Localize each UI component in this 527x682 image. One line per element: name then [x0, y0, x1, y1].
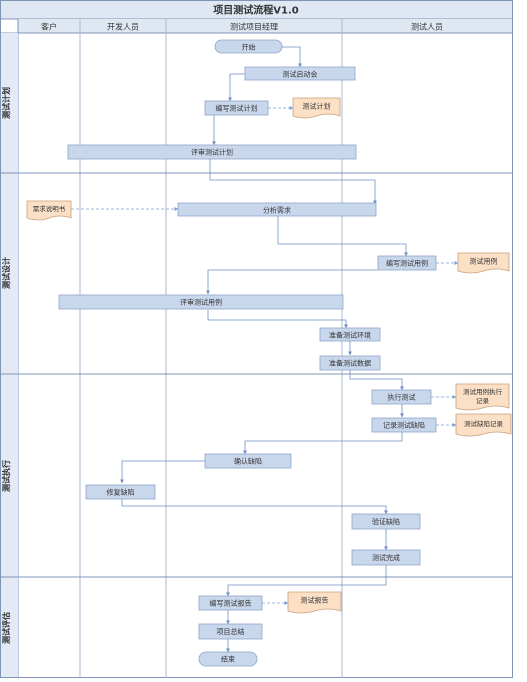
- requirements-document: 需求说明书: [26, 200, 72, 221]
- requirements-document-label: 需求说明书: [33, 204, 66, 213]
- connector-review-prepenv: [207, 310, 348, 329]
- write-cases-node: 编写测试用例: [377, 255, 437, 271]
- cases-document-label: 测试用例: [470, 257, 498, 266]
- connector-start-kickoff: [282, 46, 302, 68]
- test-complete-label: 测试完成: [372, 553, 400, 562]
- write-cases-label: 编写测试用例: [386, 259, 428, 268]
- fix-defects-label: 修复缺陷: [107, 488, 135, 497]
- plan-document: 测试计划: [292, 97, 341, 119]
- write-report-node: 编写测试报告: [198, 595, 263, 611]
- write-plan-label: 编写测试计划: [216, 104, 258, 113]
- verify-defects-label: 验证缺陷: [372, 517, 400, 526]
- plan-document-label: 测试计划: [303, 102, 331, 111]
- prepare-env-node: 准备测试环境: [319, 327, 381, 342]
- analyze-requirements-label: 分析需求: [263, 206, 291, 215]
- column-header-client: 客户: [41, 22, 57, 32]
- write-report-label: 编写测试报告: [210, 599, 252, 608]
- review-cases-node: 评审测试用例: [58, 294, 344, 310]
- record-defects-label: 记录测试缺陷: [383, 421, 425, 430]
- prepare-data-label: 准备测试数据: [329, 359, 371, 368]
- analyze-requirements-node: 分析需求: [177, 202, 377, 217]
- kickoff-label: 测试启动会: [283, 70, 318, 79]
- cases-document: 测试用例: [457, 252, 510, 274]
- execute-test-label: 执行测试: [388, 393, 416, 402]
- phase-label-design: 测试设计: [1, 257, 11, 289]
- connector-confirm-fix: [120, 460, 205, 484]
- write-plan-node: 编写测试计划: [204, 100, 269, 116]
- diagram-title: 项目测试流程V1.0: [213, 4, 298, 17]
- project-summary-node: 项目总结: [198, 623, 263, 640]
- verify-defects-node: 验证缺陷: [351, 513, 421, 530]
- document-connectors: [71, 106, 459, 605]
- phase-label-column: [1, 33, 18, 677]
- phase-label-plan: 测试计划: [1, 87, 11, 119]
- confirm-defects-node: 确认缺陷: [204, 453, 292, 469]
- connector-fix-verify: [121, 499, 388, 515]
- connector-kickoff-writeplan: [228, 73, 245, 102]
- connectors: [120, 46, 408, 653]
- confirm-defects-label: 确认缺陷: [234, 457, 262, 466]
- execution-record-label-line1: 测试用例执行: [463, 387, 503, 396]
- title-bar: [1, 1, 512, 19]
- defect-record-label: 测试缺陷记录: [464, 419, 504, 428]
- connector-done-writereport: [226, 565, 387, 597]
- column-header-developer: 开发人员: [107, 22, 139, 32]
- connector-record-confirm: [243, 432, 403, 455]
- fix-defects-node: 修复缺陷: [85, 484, 156, 500]
- report-document: 测试报告: [287, 591, 342, 614]
- column-header-test-manager: 测试项目经理: [230, 22, 278, 32]
- report-document-label: 测试报告: [301, 596, 329, 605]
- column-header-tester: 测试人员: [411, 22, 443, 32]
- phase-label-execution: 测试执行: [1, 460, 11, 492]
- connector-review-analyze: [209, 159, 377, 205]
- connector-analyze-writecases: [277, 216, 408, 257]
- connector-writecases-reviewcases: [206, 269, 378, 295]
- prepare-env-label: 准备测试环境: [329, 331, 371, 340]
- prepare-data-node: 准备测试数据: [319, 355, 381, 371]
- execution-record-label-line2: 记录: [476, 397, 490, 405]
- end-label: 结束: [221, 655, 235, 664]
- connector-prepdata-execute: [349, 370, 404, 391]
- kickoff-node: 测试启动会: [244, 66, 356, 81]
- project-summary-label: 项目总结: [217, 627, 245, 636]
- record-defects-node: 记录测试缺陷: [371, 417, 437, 433]
- start-label: 开始: [242, 43, 256, 52]
- review-plan-label: 评审测试计划: [191, 148, 233, 157]
- execute-test-node: 执行测试: [371, 389, 432, 405]
- defect-record-document: 测试缺陷记录: [455, 413, 512, 437]
- phase-label-evaluation: 测试评估: [1, 612, 11, 644]
- review-cases-label: 评审测试用例: [180, 298, 222, 307]
- execution-record-document: 测试用例执行 记录: [455, 383, 510, 411]
- review-plan-node: 评审测试计划: [67, 144, 357, 160]
- end-node: 结束: [198, 651, 258, 667]
- column-header-row: [18, 19, 512, 33]
- test-complete-node: 测试完成: [351, 549, 421, 566]
- start-node: 开始: [214, 39, 283, 54]
